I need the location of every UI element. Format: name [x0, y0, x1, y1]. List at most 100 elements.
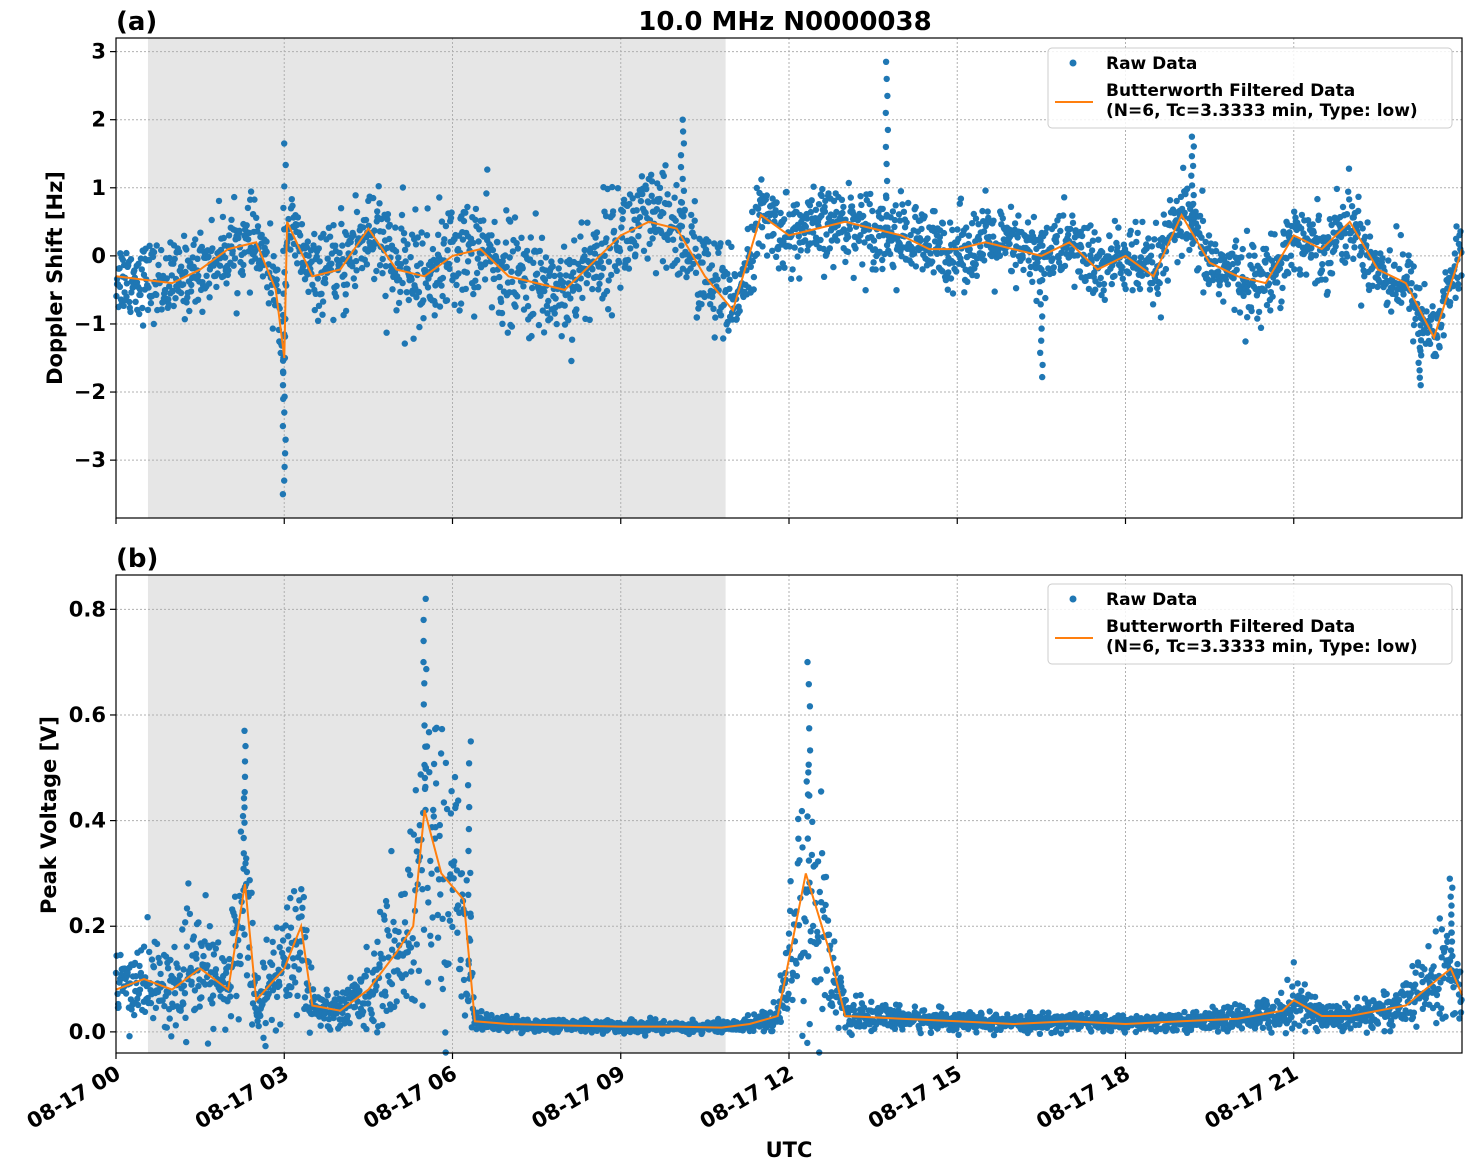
raw-data-point — [806, 1020, 813, 1028]
raw-data-point — [795, 233, 802, 240]
raw-data-point — [1358, 302, 1365, 309]
raw-data-point — [844, 233, 852, 241]
raw-data-point — [319, 311, 326, 318]
raw-data-point — [384, 927, 391, 934]
raw-data-point — [317, 1022, 324, 1029]
raw-data-point — [1101, 296, 1109, 303]
raw-data-point — [374, 1029, 381, 1036]
raw-data-point — [999, 215, 1006, 222]
raw-data-point — [446, 917, 454, 924]
raw-data-point — [573, 306, 580, 313]
raw-data-point — [837, 978, 845, 986]
raw-data-point — [187, 288, 195, 295]
raw-data-point — [225, 232, 233, 239]
raw-data-point — [804, 247, 811, 254]
raw-data-point — [240, 261, 247, 269]
raw-data-point — [1017, 1013, 1024, 1020]
raw-data-point — [188, 281, 195, 289]
raw-data-point — [247, 244, 255, 251]
raw-data-point — [802, 223, 809, 230]
raw-data-point — [165, 301, 172, 308]
raw-data-point — [363, 943, 370, 951]
raw-data-point — [544, 310, 551, 317]
raw-data-point — [1189, 201, 1196, 209]
raw-data-point — [840, 987, 847, 995]
raw-data-point — [672, 217, 679, 224]
raw-data-point — [239, 271, 246, 278]
raw-data-point — [812, 206, 820, 213]
raw-data-point — [618, 224, 625, 231]
raw-data-point — [273, 993, 281, 1001]
raw-data-point — [205, 253, 212, 260]
raw-data-point — [314, 275, 321, 282]
y-axis-label-a: Doppler Shift [Hz] — [43, 171, 67, 385]
raw-data-point — [277, 349, 284, 357]
raw-data-point — [524, 302, 532, 310]
raw-data-point — [568, 357, 575, 365]
raw-data-point — [1417, 322, 1424, 329]
raw-data-point — [276, 944, 283, 951]
raw-data-point — [530, 259, 537, 266]
raw-data-point — [1310, 229, 1317, 236]
raw-data-point — [1423, 308, 1430, 315]
raw-data-point — [1358, 249, 1365, 256]
raw-data-point — [132, 973, 140, 980]
raw-data-point — [260, 1034, 267, 1042]
raw-data-point — [830, 263, 837, 271]
raw-data-point — [1344, 253, 1351, 260]
raw-data-point — [1068, 246, 1075, 254]
raw-data-point — [1285, 270, 1292, 277]
raw-data-point — [990, 1031, 998, 1039]
raw-data-point — [285, 933, 292, 940]
raw-data-point — [165, 296, 172, 303]
raw-data-point — [1118, 263, 1126, 271]
raw-data-point — [236, 227, 243, 234]
raw-data-point — [1254, 315, 1261, 322]
raw-data-point — [1430, 310, 1437, 318]
raw-data-point — [773, 199, 780, 206]
raw-data-point — [1067, 225, 1074, 233]
raw-data-point — [1410, 338, 1417, 345]
raw-data-point — [313, 253, 320, 260]
raw-data-point — [775, 265, 783, 272]
raw-data-point — [879, 256, 886, 264]
raw-data-point — [456, 307, 463, 314]
raw-data-point — [176, 248, 183, 256]
raw-data-point — [883, 160, 890, 168]
raw-data-point — [247, 188, 255, 195]
raw-data-point — [1410, 263, 1417, 270]
raw-data-point — [1196, 212, 1204, 220]
raw-data-point — [991, 288, 998, 295]
raw-data-point — [1398, 299, 1405, 306]
raw-data-point — [332, 242, 339, 249]
raw-data-point — [333, 1010, 340, 1017]
raw-data-point — [543, 302, 551, 309]
raw-data-point — [681, 206, 688, 213]
raw-data-point — [413, 941, 420, 948]
raw-data-point — [301, 994, 309, 1001]
raw-data-point — [463, 269, 471, 276]
raw-data-point — [463, 877, 470, 884]
raw-data-point — [538, 234, 546, 241]
raw-data-point — [494, 239, 501, 246]
raw-data-point — [1089, 237, 1097, 244]
raw-data-point — [257, 1012, 264, 1020]
raw-data-point — [717, 240, 724, 247]
raw-data-point — [777, 209, 784, 217]
raw-data-point — [927, 250, 934, 257]
raw-data-point — [777, 972, 784, 979]
raw-data-point — [750, 286, 757, 293]
raw-data-point — [146, 242, 153, 249]
raw-data-point — [438, 218, 446, 225]
raw-data-point — [1156, 279, 1163, 287]
raw-data-point — [693, 314, 701, 321]
raw-data-point — [1375, 270, 1382, 277]
raw-data-point — [1432, 352, 1440, 360]
raw-data-point — [847, 194, 854, 201]
raw-data-point — [830, 197, 838, 205]
raw-data-point — [553, 320, 560, 328]
raw-data-point — [610, 227, 618, 235]
raw-data-point — [567, 295, 574, 302]
raw-data-point — [882, 58, 890, 65]
raw-data-point — [1312, 252, 1320, 259]
